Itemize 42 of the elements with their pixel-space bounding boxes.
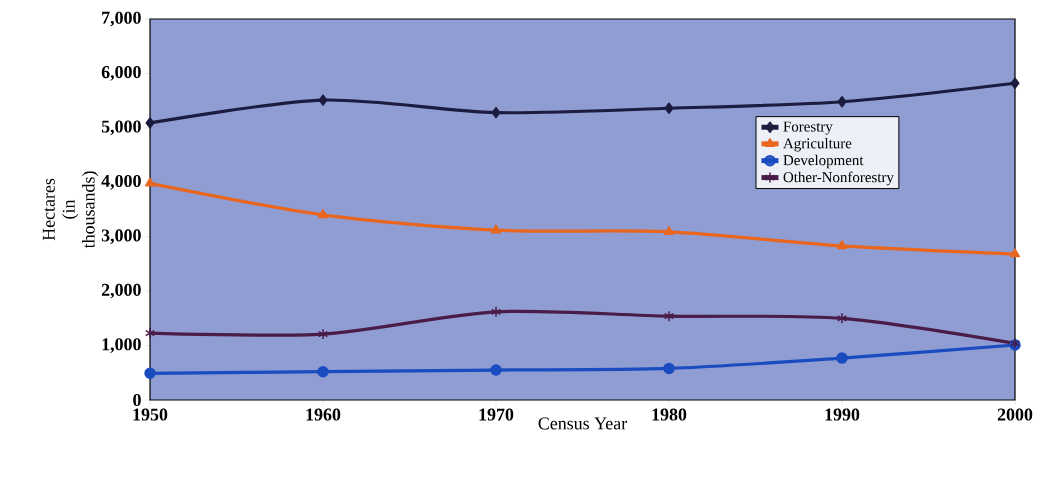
point: [317, 365, 329, 378]
x-tick-label: 1950: [133, 408, 168, 421]
y-tick-label: 1,000: [102, 338, 141, 353]
x-tick-label: 2000: [997, 408, 1033, 421]
point: [144, 177, 156, 187]
point: [663, 226, 675, 236]
y-tick-label: 7,000: [102, 11, 141, 27]
y-tick-label: 2,000: [101, 283, 141, 299]
point: [663, 362, 675, 375]
point: [144, 367, 156, 380]
point: [490, 306, 502, 318]
x-tick-label: 1960: [306, 408, 341, 421]
y-tick-label: 5,000: [101, 120, 141, 136]
legend-label: Agriculture: [783, 137, 852, 152]
x-tick-label: 1970: [479, 408, 514, 421]
point: [317, 209, 329, 219]
y-tick-label: 4,000: [101, 174, 141, 190]
point: [1009, 248, 1021, 258]
legend-label: Forestry: [783, 121, 833, 135]
point: [145, 117, 155, 129]
x-tick-label: 1990: [825, 408, 860, 421]
point: [491, 106, 501, 119]
y-tick-label: 0: [133, 393, 141, 407]
point: [836, 352, 848, 364]
legend-label: Development: [783, 154, 864, 169]
point: [836, 240, 848, 250]
legend-label: Other-Nonforestry: [783, 171, 894, 186]
x-tick-label: 1980: [652, 408, 687, 421]
point: [490, 364, 502, 376]
x-axis-title: Census Year: [538, 417, 628, 430]
point: [837, 95, 847, 108]
point: [490, 224, 502, 234]
point: [144, 327, 156, 339]
point: [1010, 77, 1020, 89]
point: [317, 328, 329, 340]
point: [318, 94, 328, 106]
point: [663, 310, 675, 322]
y-tick-label: 6,000: [101, 66, 141, 81]
point: [664, 102, 674, 114]
y-axis-title: Hectares (in thousands): [42, 171, 99, 249]
y-tick-label: 3,000: [101, 229, 141, 245]
point: [836, 312, 848, 325]
